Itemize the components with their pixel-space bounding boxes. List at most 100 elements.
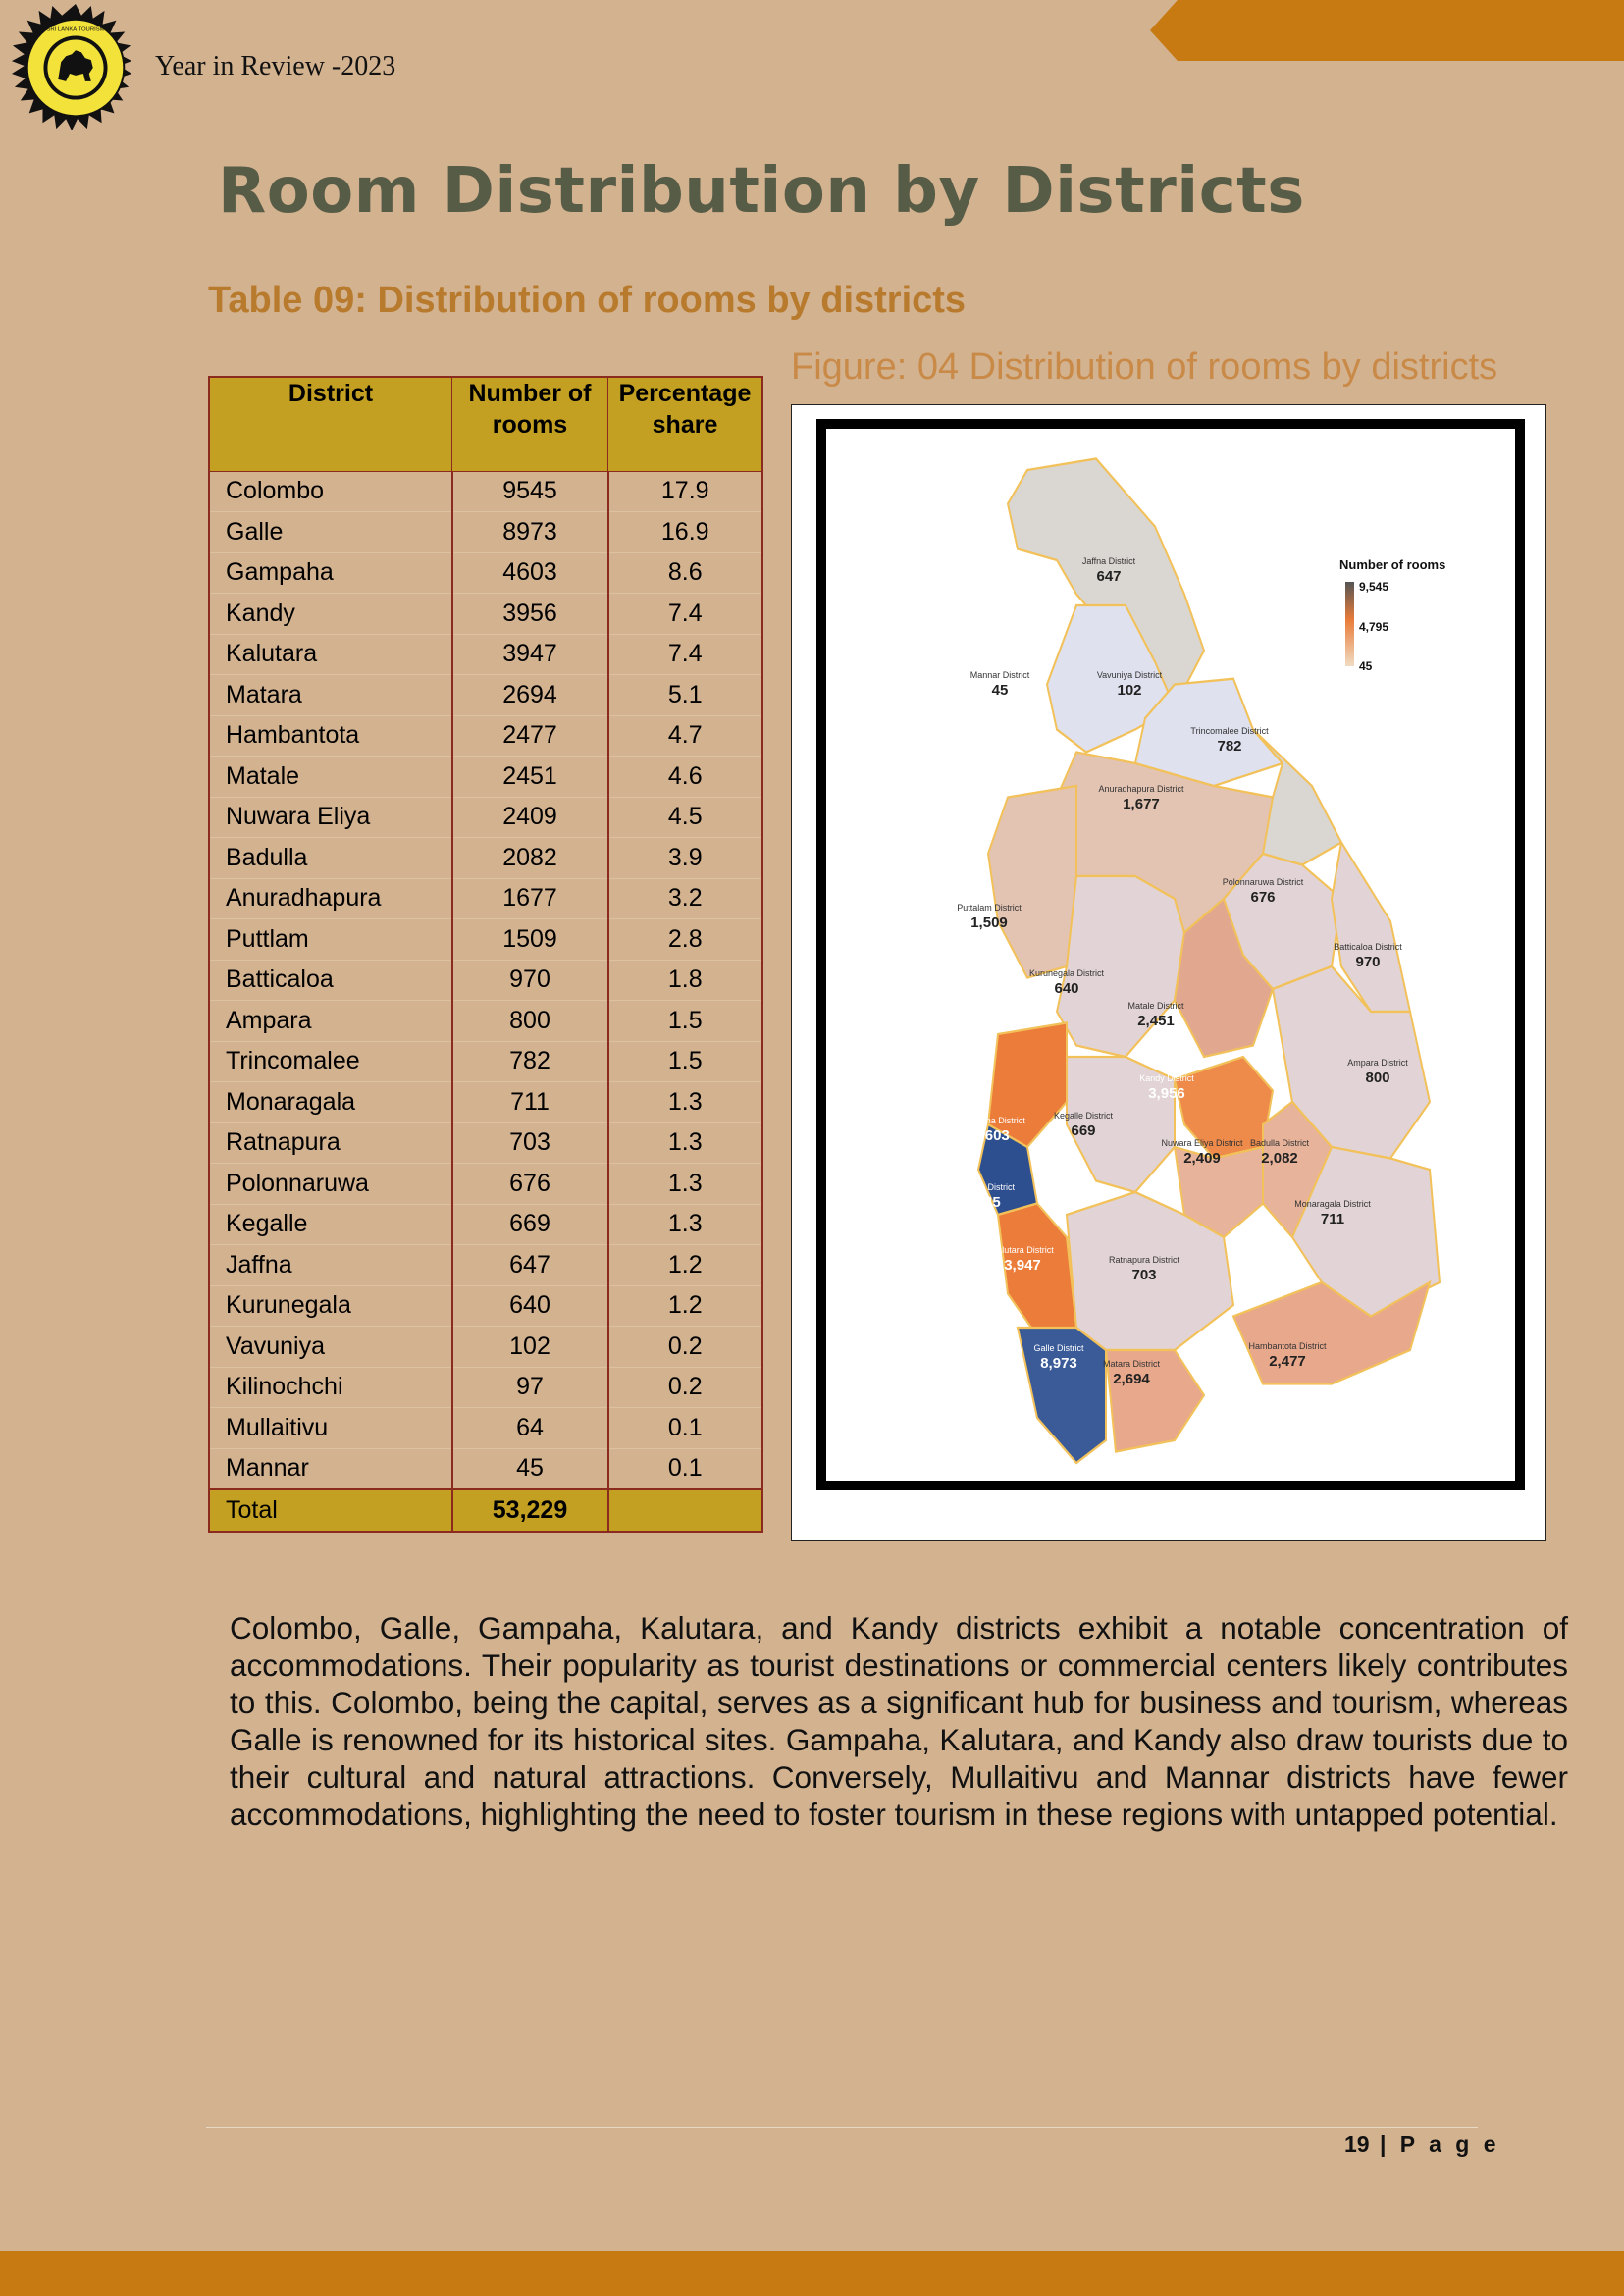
page-number: 19 | P a g e — [1344, 2131, 1500, 2158]
cell-share: 0.2 — [607, 1366, 763, 1408]
district-name-label: Kegalle District — [1054, 1111, 1114, 1121]
cell-rooms: 102 — [451, 1326, 609, 1368]
cell-district: Kegalle — [208, 1203, 453, 1245]
total-share — [607, 1488, 763, 1533]
district-value-label: 3,947 — [1004, 1257, 1041, 1274]
table-row: Anuradhapura 1677 3.2 — [208, 877, 763, 919]
district-name-label: Ampara District — [1347, 1058, 1408, 1068]
page-number-value: 19 — [1344, 2131, 1370, 2157]
table-row: Ratnapura 703 1.3 — [208, 1122, 763, 1164]
cell-district: Puttlam — [208, 918, 453, 961]
table-total-row: Total 53,229 — [208, 1488, 763, 1533]
cell-district: Matara — [208, 674, 453, 716]
table-row: Hambantota 2477 4.7 — [208, 714, 763, 757]
cell-rooms: 711 — [451, 1081, 609, 1123]
district-name-label: Polonnaruwa District — [1223, 877, 1304, 887]
cell-rooms: 2694 — [451, 674, 609, 716]
district-region — [1104, 1348, 1206, 1453]
district-name-label: Ratnapura District — [1109, 1255, 1180, 1265]
district-regions — [976, 457, 1441, 1465]
cell-district: Monaragala — [208, 1081, 453, 1123]
cell-share: 1.8 — [607, 959, 763, 1001]
total-rooms: 53,229 — [451, 1488, 609, 1533]
tourism-emblem-icon: SRI LANKA TOURISM — [11, 3, 132, 131]
cell-rooms: 782 — [451, 1040, 609, 1082]
rooms-by-district-table: District Number of rooms Percentage shar… — [208, 376, 763, 1533]
bottom-accent-bar — [0, 2251, 1624, 2296]
cell-share: 4.6 — [607, 756, 763, 798]
cell-district: Nuwara Eliya — [208, 796, 453, 838]
table-row: Colombo 9545 17.9 — [208, 470, 763, 512]
cell-rooms: 9545 — [451, 470, 609, 512]
district-labels: Jaffna District 647 Mannar District 45 Vavun… — [950, 556, 1408, 1387]
cell-share: 8.6 — [607, 551, 763, 594]
district-name-label: Monaragala District — [1294, 1199, 1371, 1209]
cell-share: 1.3 — [607, 1081, 763, 1123]
table-row: Puttlam 1509 2.8 — [208, 918, 763, 961]
district-value-label: 1,509 — [970, 914, 1008, 931]
legend-title: Number of rooms — [1339, 557, 1445, 572]
district-value-label: 2,082 — [1261, 1150, 1298, 1167]
table-row: Gampaha 4603 8.6 — [208, 551, 763, 594]
cell-rooms: 97 — [451, 1366, 609, 1408]
cell-rooms: 669 — [451, 1203, 609, 1245]
district-region — [1066, 1055, 1176, 1194]
district-name-label: Trincomalee District — [1190, 726, 1269, 736]
cell-rooms: 647 — [451, 1244, 609, 1286]
district-name-label: Kandy District — [1139, 1073, 1194, 1083]
figure-caption: Figure: 04 Distribution of rooms by dist… — [791, 346, 1498, 388]
top-accent-tab — [1150, 0, 1624, 61]
district-name-label: Badulla District — [1250, 1138, 1310, 1148]
table-row: Monaragala 711 1.3 — [208, 1081, 763, 1123]
district-name-label: Puttalam District — [957, 903, 1022, 913]
district-value-label: 2,477 — [1269, 1353, 1306, 1370]
cell-rooms: 2409 — [451, 796, 609, 838]
cell-district: Vavuniya — [208, 1326, 453, 1368]
cell-rooms: 2451 — [451, 756, 609, 798]
cell-share: 0.1 — [607, 1447, 763, 1490]
district-name-label: Batticaloa District — [1334, 942, 1402, 952]
table-row: Vavuniya 102 0.2 — [208, 1326, 763, 1368]
district-value-label: 669 — [1071, 1122, 1095, 1139]
district-name-label: Hambantota District — [1248, 1341, 1327, 1351]
svg-text:SRI LANKA TOURISM: SRI LANKA TOURISM — [46, 27, 104, 33]
cell-share: 1.3 — [607, 1163, 763, 1205]
cell-rooms: 64 — [451, 1407, 609, 1449]
cell-share: 1.2 — [607, 1284, 763, 1327]
district-name-label: Kurunegala District — [1029, 968, 1105, 978]
table-row: Batticaloa 970 1.8 — [208, 959, 763, 1001]
table-row: Kalutara 3947 7.4 — [208, 633, 763, 675]
district-name-label: Matale District — [1127, 1001, 1184, 1011]
district-value-label: 45 — [992, 682, 1009, 699]
cell-district: Batticaloa — [208, 959, 453, 1001]
district-value-label: 676 — [1250, 889, 1275, 906]
table-row: Ampara 800 1.5 — [208, 1000, 763, 1042]
cell-district: Badulla — [208, 837, 453, 879]
header-text: Year in Review -2023 — [155, 51, 396, 81]
header-percentage-share: Percentage share — [607, 376, 763, 472]
table-row: Kilinochchi 97 0.2 — [208, 1366, 763, 1408]
district-name-label: Nuwara Eliya District — [1161, 1138, 1243, 1148]
cell-rooms: 3956 — [451, 593, 609, 635]
table-row: Kandy 3956 7.4 — [208, 593, 763, 635]
cell-share: 5.1 — [607, 674, 763, 716]
cell-rooms: 970 — [451, 959, 609, 1001]
district-value-label: 711 — [1321, 1211, 1344, 1227]
total-label: Total — [208, 1488, 453, 1533]
cell-share: 1.3 — [607, 1203, 763, 1245]
cell-share: 1.5 — [607, 1000, 763, 1042]
cell-district: Mullaitivu — [208, 1407, 453, 1449]
legend-gradient — [1345, 582, 1354, 666]
district-value-label: 2,694 — [1113, 1371, 1150, 1387]
cell-district: Mannar — [208, 1447, 453, 1490]
cell-share: 1.2 — [607, 1244, 763, 1286]
district-name-label: Anuradhapura District — [1098, 784, 1184, 794]
body-paragraph: Colombo, Galle, Gampaha, Kalutara, and K… — [230, 1610, 1568, 1832]
district-value-label: 970 — [1355, 954, 1380, 970]
table-row: Jaffna 647 1.2 — [208, 1244, 763, 1286]
cell-rooms: 703 — [451, 1122, 609, 1164]
district-name-label: Colombo District — [950, 1182, 1016, 1192]
district-value-label: 9,545 — [964, 1194, 1001, 1211]
district-value-label: 703 — [1131, 1267, 1156, 1283]
table-row: Mullaitivu 64 0.1 — [208, 1407, 763, 1449]
